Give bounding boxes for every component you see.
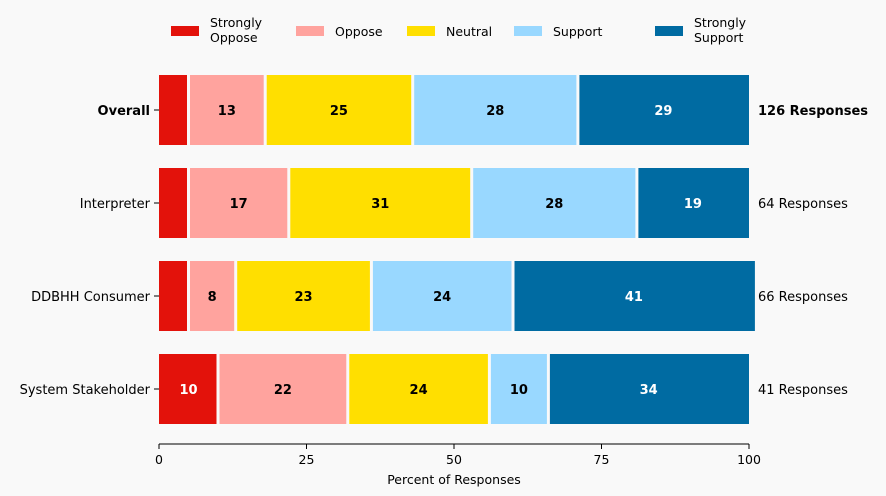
bar-segment-oppose: [190, 168, 288, 238]
legend-item: Oppose: [296, 24, 383, 39]
bar-segment-oppose: [219, 354, 347, 424]
bar-segment-support: [414, 75, 577, 145]
data-label: 23: [295, 290, 313, 305]
legend-label: Neutral: [446, 24, 492, 39]
bar-segment-neutral: [349, 354, 488, 424]
category-label: Overall: [98, 104, 150, 119]
legend-item: Strongly Oppose: [171, 15, 263, 45]
data-label: 28: [486, 104, 504, 119]
data-label: 41: [625, 290, 643, 305]
legend-swatch: [296, 26, 324, 36]
response-count-labels: 126 Responses 64 Responses 66 Responses 41 …: [758, 104, 868, 398]
bar-segment-strongly-oppose: [159, 354, 217, 424]
x-tick-label: 100: [737, 452, 761, 467]
legend-swatch: [171, 26, 199, 36]
data-label: 8: [208, 290, 217, 305]
legend-swatch: [407, 26, 435, 36]
x-tick-label: 25: [299, 452, 315, 467]
bar-segment-neutral: [266, 75, 412, 145]
x-axis: 0 25 50 75 100: [155, 443, 761, 467]
bar-segment-support: [473, 168, 636, 238]
category-label: DDBHH Consumer: [31, 290, 151, 305]
bar-segment-strongly-oppose: [159, 168, 187, 238]
data-label: 31: [371, 197, 389, 212]
data-label: 17: [230, 197, 248, 212]
x-tick-label: 50: [446, 452, 462, 467]
data-label: 24: [410, 383, 428, 398]
response-count: 66 Responses: [758, 290, 848, 305]
bar-segment-strongly-support: [514, 261, 755, 331]
data-label: 29: [654, 104, 672, 119]
bar-segment-strongly-support: [549, 354, 749, 424]
data-label: 10: [179, 383, 197, 398]
category-label: System Stakeholder: [20, 383, 151, 398]
data-label: 19: [684, 197, 702, 212]
bar-segment-neutral: [237, 261, 370, 331]
legend-item: Neutral: [407, 24, 492, 39]
data-label: 28: [545, 197, 563, 212]
bar-segment-strongly-oppose: [159, 75, 187, 145]
bar-segment-neutral: [290, 168, 471, 238]
bars: 13 25 28 29 17 31 28 19 8 23 24 41 10 22 24 10 34: [159, 75, 755, 424]
x-tick-label: 0: [155, 452, 163, 467]
legend-label: Oppose: [335, 24, 383, 39]
data-label: 24: [433, 290, 451, 305]
bar-segment-oppose: [190, 261, 235, 331]
bar-segment-strongly-support: [579, 75, 749, 145]
bar-segment-oppose: [190, 75, 264, 145]
x-tick-label: 75: [594, 452, 610, 467]
data-label: 13: [218, 104, 236, 119]
legend: Strongly Oppose Oppose Neutral Support Strong…: [171, 15, 747, 45]
category-label: Interpreter: [80, 197, 151, 212]
legend-swatch: [655, 26, 683, 36]
category-labels: Overall Interpreter DDBHH Consumer System S…: [20, 104, 159, 398]
data-label: 10: [510, 383, 528, 398]
legend-label: Support: [553, 24, 603, 39]
legend-item: Strongly Support: [655, 15, 747, 45]
legend-label: Strongly Support: [694, 15, 747, 45]
bar-segment-strongly-support: [638, 168, 749, 238]
data-label: 34: [640, 383, 658, 398]
legend-item: Support: [514, 24, 603, 39]
legend-swatch: [514, 26, 542, 36]
data-label: 25: [330, 104, 348, 119]
response-count: 126 Responses: [758, 104, 868, 119]
response-count: 64 Responses: [758, 197, 848, 212]
response-count: 41 Responses: [758, 383, 848, 398]
bar-segment-strongly-oppose: [159, 261, 187, 331]
legend-label: Strongly Oppose: [210, 15, 263, 45]
bar-segment-support: [490, 354, 547, 424]
data-label: 22: [274, 383, 292, 398]
x-axis-label: Percent of Responses: [387, 472, 521, 487]
bar-segment-support: [372, 261, 512, 331]
